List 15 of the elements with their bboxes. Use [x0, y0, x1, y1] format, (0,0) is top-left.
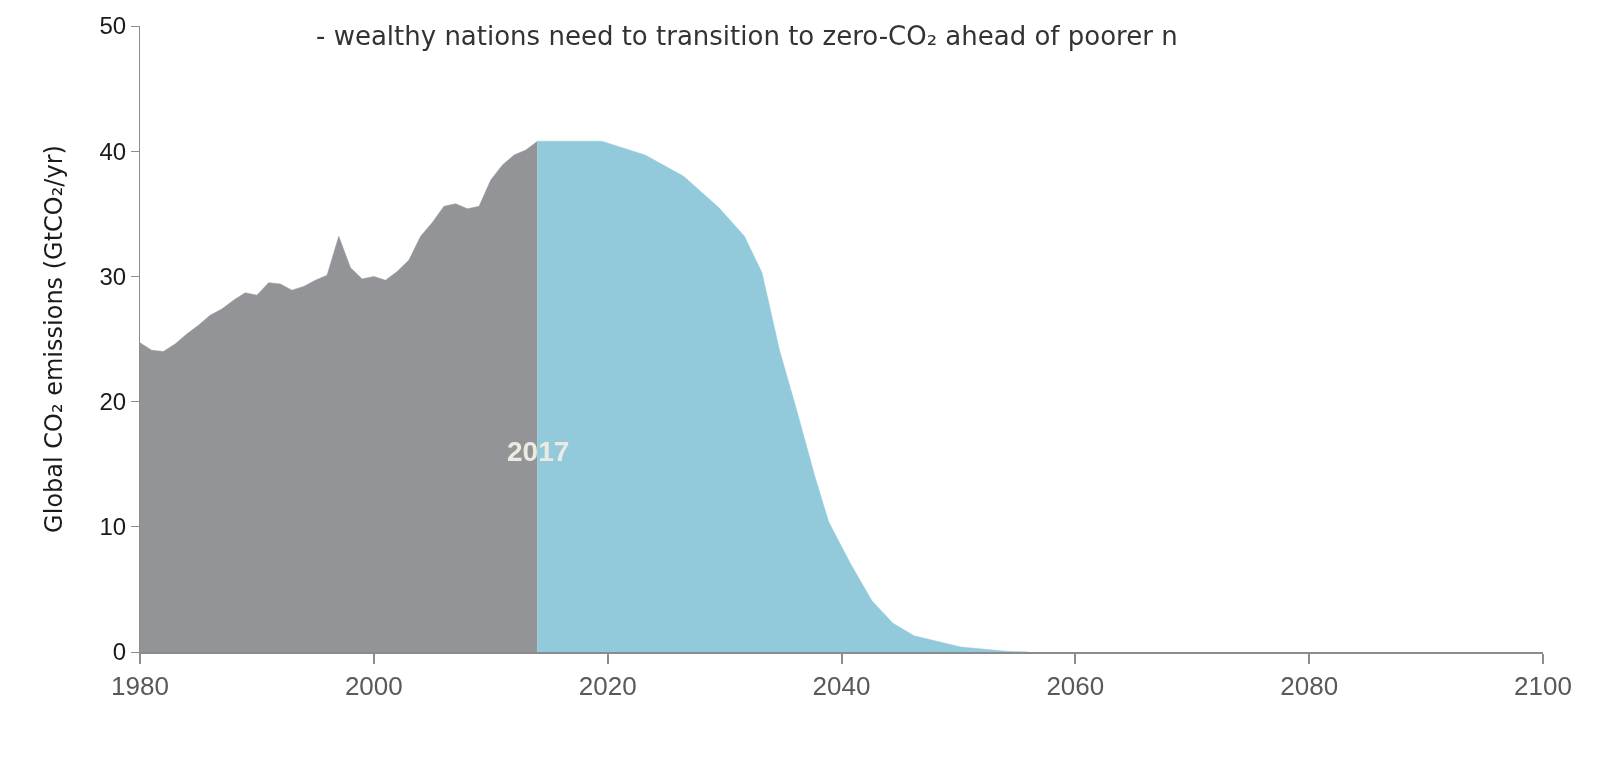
x-tick-label: 2060 — [1046, 671, 1105, 702]
y-tick-label: 20 — [99, 388, 127, 415]
x-tick-label: 2000 — [344, 671, 403, 702]
x-tick-label: 2020 — [578, 671, 637, 702]
x-tick-label: 2040 — [812, 671, 871, 702]
y-axis-title: Global CO₂ emissions (GtCO₂/yr) — [39, 145, 68, 533]
x-tick-label: 2080 — [1280, 671, 1339, 702]
x-tick-label: 1980 — [111, 671, 169, 702]
y-tick-label: 30 — [99, 262, 127, 290]
y-tick-label: 0 — [112, 638, 127, 666]
chart-title: - wealthy nations need to transition to zero-CO₂ ahead of poorer n — [316, 21, 1178, 51]
y-tick-label: 10 — [99, 513, 127, 541]
y-tick-label: 50 — [99, 12, 127, 40]
y-tick-label: 40 — [99, 137, 127, 165]
x-tick-label: 2100 — [1514, 671, 1572, 702]
